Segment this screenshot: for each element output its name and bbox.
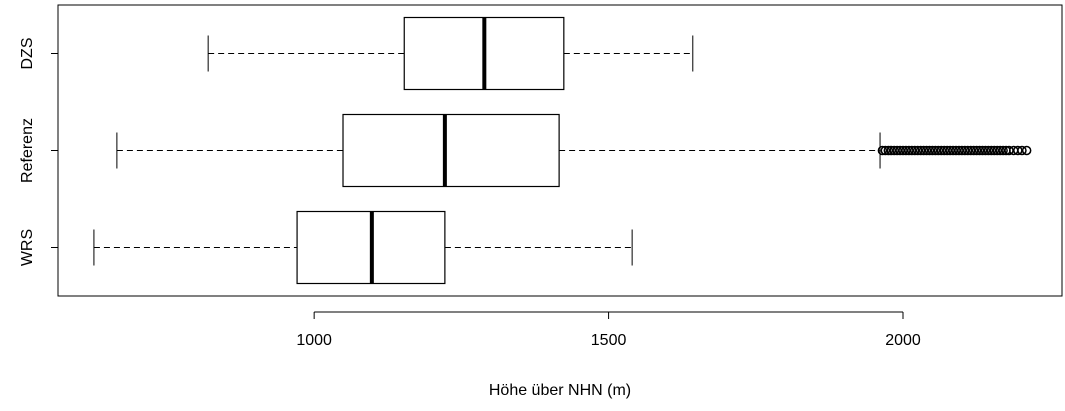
outlier xyxy=(918,145,929,156)
outlier xyxy=(965,145,976,156)
outlier xyxy=(968,145,979,156)
box xyxy=(342,113,560,188)
outlier xyxy=(992,145,1002,156)
outlier xyxy=(936,145,947,156)
outlier xyxy=(904,145,914,156)
outlier xyxy=(954,145,964,156)
y-tick-label: DZS xyxy=(19,38,36,70)
y-tick-label: WRS xyxy=(19,229,36,266)
x-tick-label: 2000 xyxy=(885,332,921,349)
outlier xyxy=(986,145,997,156)
outlier xyxy=(942,145,952,156)
outlier xyxy=(930,145,941,156)
outlier xyxy=(883,145,894,156)
outlier xyxy=(901,145,911,156)
outlier xyxy=(977,145,988,156)
outlier xyxy=(912,145,923,156)
outlier xyxy=(880,145,891,156)
outlier xyxy=(939,145,949,156)
outlier xyxy=(974,145,985,156)
outlier xyxy=(892,145,902,156)
outlier xyxy=(948,145,958,156)
outlier xyxy=(910,145,920,156)
outlier xyxy=(995,145,1005,156)
outlier xyxy=(1017,145,1027,156)
outlier xyxy=(933,145,944,156)
outlier xyxy=(957,145,967,156)
outlier xyxy=(998,145,1008,156)
outlier xyxy=(1004,145,1014,156)
y-tick-label: Referenz xyxy=(19,118,36,183)
outlier xyxy=(915,145,926,156)
outlier xyxy=(980,145,991,156)
outlier xyxy=(971,145,982,156)
outlier xyxy=(963,145,973,156)
outlier xyxy=(886,145,896,156)
outlier xyxy=(924,145,935,156)
outlier xyxy=(895,145,905,156)
x-axis-label: Höhe über NHN (m) xyxy=(489,382,631,399)
outlier xyxy=(898,145,908,156)
outlier xyxy=(983,145,994,156)
x-tick-label: 1500 xyxy=(591,332,627,349)
outlier xyxy=(889,145,899,156)
outlier xyxy=(1013,145,1023,156)
outlier xyxy=(907,145,917,156)
outlier xyxy=(927,145,938,156)
outlier xyxy=(877,145,888,156)
outlier xyxy=(921,145,932,156)
outlier xyxy=(989,145,1000,156)
outlier xyxy=(1021,145,1032,156)
outlier xyxy=(951,145,961,156)
outlier xyxy=(945,145,955,156)
x-tick-label: 1000 xyxy=(296,332,332,349)
outlier xyxy=(960,145,970,156)
